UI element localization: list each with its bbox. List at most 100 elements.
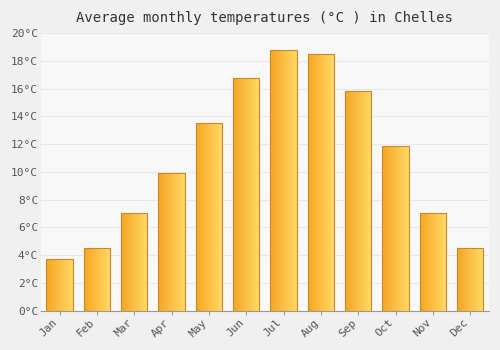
Bar bbox=[254, 78, 255, 310]
Bar bbox=[422, 214, 424, 310]
Bar bbox=[308, 54, 310, 310]
Bar bbox=[445, 214, 446, 310]
Bar bbox=[62, 259, 63, 310]
Bar bbox=[142, 214, 143, 310]
Bar bbox=[322, 54, 324, 310]
Bar bbox=[161, 173, 162, 310]
Bar bbox=[391, 146, 392, 310]
Bar bbox=[196, 123, 222, 310]
Bar bbox=[88, 248, 89, 310]
Bar bbox=[284, 50, 286, 310]
Bar bbox=[460, 248, 462, 310]
Bar bbox=[167, 173, 168, 310]
Bar bbox=[444, 214, 445, 310]
Bar bbox=[398, 146, 399, 310]
Bar bbox=[293, 50, 294, 310]
Bar bbox=[55, 259, 56, 310]
Bar bbox=[121, 214, 148, 310]
Bar bbox=[216, 123, 218, 310]
Bar bbox=[160, 173, 161, 310]
Bar bbox=[210, 123, 212, 310]
Bar bbox=[84, 248, 110, 310]
Bar bbox=[158, 173, 184, 310]
Bar bbox=[246, 78, 247, 310]
Bar bbox=[479, 248, 480, 310]
Bar bbox=[314, 54, 315, 310]
Bar bbox=[174, 173, 175, 310]
Bar bbox=[319, 54, 320, 310]
Bar bbox=[220, 123, 221, 310]
Bar bbox=[51, 259, 52, 310]
Bar bbox=[68, 259, 69, 310]
Bar bbox=[108, 248, 109, 310]
Bar bbox=[471, 248, 472, 310]
Bar bbox=[347, 91, 348, 310]
Bar bbox=[333, 54, 334, 310]
Bar bbox=[89, 248, 90, 310]
Bar bbox=[332, 54, 333, 310]
Bar bbox=[346, 91, 347, 310]
Bar bbox=[477, 248, 478, 310]
Bar bbox=[345, 91, 372, 310]
Bar bbox=[206, 123, 207, 310]
Bar bbox=[360, 91, 361, 310]
Bar bbox=[221, 123, 222, 310]
Bar bbox=[128, 214, 129, 310]
Bar bbox=[49, 259, 50, 310]
Bar bbox=[176, 173, 177, 310]
Bar bbox=[168, 173, 169, 310]
Bar bbox=[46, 259, 72, 310]
Bar bbox=[238, 78, 240, 310]
Bar bbox=[96, 248, 97, 310]
Bar bbox=[275, 50, 276, 310]
Bar bbox=[46, 259, 48, 310]
Bar bbox=[215, 123, 216, 310]
Bar bbox=[358, 91, 359, 310]
Bar bbox=[95, 248, 96, 310]
Bar bbox=[132, 214, 134, 310]
Bar bbox=[270, 50, 272, 310]
Bar bbox=[368, 91, 370, 310]
Bar bbox=[352, 91, 353, 310]
Bar bbox=[356, 91, 358, 310]
Bar bbox=[122, 214, 123, 310]
Bar bbox=[312, 54, 313, 310]
Bar bbox=[468, 248, 469, 310]
Bar bbox=[424, 214, 425, 310]
Bar bbox=[123, 214, 124, 310]
Bar bbox=[84, 248, 86, 310]
Bar bbox=[70, 259, 71, 310]
Bar bbox=[247, 78, 248, 310]
Bar bbox=[129, 214, 130, 310]
Bar bbox=[400, 146, 401, 310]
Bar bbox=[482, 248, 484, 310]
Bar bbox=[134, 214, 135, 310]
Bar bbox=[470, 248, 471, 310]
Bar bbox=[366, 91, 367, 310]
Bar bbox=[143, 214, 144, 310]
Bar bbox=[249, 78, 250, 310]
Bar bbox=[201, 123, 202, 310]
Bar bbox=[208, 123, 209, 310]
Bar bbox=[90, 248, 91, 310]
Bar bbox=[328, 54, 330, 310]
Bar bbox=[370, 91, 372, 310]
Bar bbox=[92, 248, 94, 310]
Bar bbox=[241, 78, 242, 310]
Bar bbox=[345, 91, 346, 310]
Bar bbox=[64, 259, 65, 310]
Bar bbox=[406, 146, 407, 310]
Bar bbox=[106, 248, 108, 310]
Bar bbox=[233, 78, 234, 310]
Bar bbox=[407, 146, 408, 310]
Bar bbox=[420, 214, 446, 310]
Bar bbox=[180, 173, 181, 310]
Bar bbox=[404, 146, 405, 310]
Bar bbox=[141, 214, 142, 310]
Bar bbox=[209, 123, 210, 310]
Bar bbox=[182, 173, 183, 310]
Bar bbox=[104, 248, 106, 310]
Bar bbox=[273, 50, 274, 310]
Bar bbox=[252, 78, 253, 310]
Bar bbox=[348, 91, 350, 310]
